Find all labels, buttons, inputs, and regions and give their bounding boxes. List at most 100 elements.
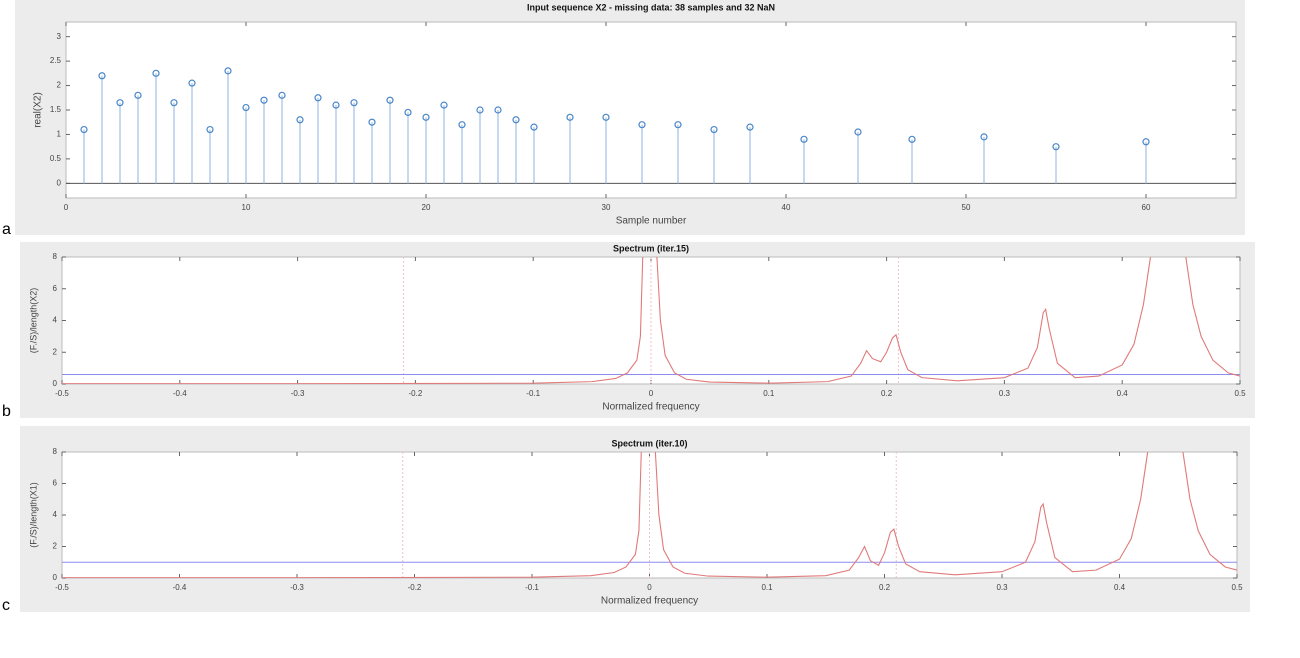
stem-marker — [674, 121, 682, 129]
stem-marker — [566, 113, 574, 121]
plot-area — [65, 21, 1237, 199]
x-tick-label: 0.3 — [996, 583, 1008, 592]
x-tick-label: 0 — [649, 389, 654, 398]
stem-marker — [602, 113, 610, 121]
stem-marker — [332, 101, 340, 109]
x-tick-label: -0.3 — [291, 389, 305, 398]
plot-content — [62, 257, 1240, 384]
stem-marker — [854, 128, 862, 136]
stem-marker — [314, 94, 322, 102]
x-tick-label: 0.1 — [763, 389, 775, 398]
subplot: a Input sequence X2 - missing data: 38 sa… — [2, 0, 1245, 238]
stem-marker — [530, 123, 538, 131]
stem-marker — [296, 116, 304, 124]
y-tick-label: 2.5 — [50, 56, 62, 65]
stem-marker — [440, 101, 448, 109]
y-tick-label: 2 — [53, 347, 58, 356]
stem-marker — [1052, 143, 1060, 151]
x-tick-label: -0.2 — [408, 583, 422, 592]
spectrum-line — [62, 257, 1240, 384]
stem-marker — [350, 99, 358, 107]
x-tick-label: -0.4 — [173, 389, 187, 398]
y-tick-label: 2 — [57, 81, 62, 90]
x-tick-label: 0.1 — [761, 583, 773, 592]
stem-marker — [494, 106, 502, 114]
x-axis-label: Sample number — [616, 216, 687, 227]
spectrum-line — [62, 452, 1237, 578]
stem-marker — [116, 99, 124, 107]
stem-marker — [476, 106, 484, 114]
y-tick-label: 0 — [53, 573, 58, 582]
x-tick-label: 0 — [647, 583, 652, 592]
panel-label: b — [2, 403, 11, 420]
stem-marker — [386, 96, 394, 104]
y-tick-label: 1.5 — [50, 105, 62, 114]
stem-marker — [458, 121, 466, 129]
stem-marker — [710, 125, 718, 134]
stem-marker — [404, 108, 412, 117]
stem-marker — [908, 135, 916, 143]
x-tick-label: 0.5 — [1234, 389, 1246, 398]
stem-marker — [260, 96, 268, 104]
x-tick-label: -0.2 — [409, 389, 423, 398]
y-tick-label: 2 — [53, 542, 58, 551]
x-axis-label: Normalized frequency — [602, 402, 699, 413]
x-tick-label: 0.5 — [1231, 583, 1243, 592]
x-tick-label: 10 — [242, 203, 251, 212]
stem-marker — [152, 69, 160, 77]
panel-label: c — [2, 597, 10, 614]
subplot: c Spectrum (iter.10) Normalized frequency (… — [2, 426, 1250, 614]
chart-title: Input sequence X2 - missing data: 38 sam… — [527, 2, 775, 12]
stem-marker — [80, 125, 88, 134]
x-tick-label: -0.1 — [526, 389, 540, 398]
y-tick-label: 0 — [57, 178, 62, 187]
x-tick-label: -0.3 — [290, 583, 304, 592]
x-tick-label: 0.2 — [879, 583, 891, 592]
stem-marker — [134, 91, 142, 99]
x-tick-label: -0.1 — [525, 583, 539, 592]
stem-marker — [980, 133, 988, 141]
x-tick-label: 0.2 — [881, 389, 893, 398]
x-tick-label: 60 — [1142, 203, 1151, 212]
x-tick-label: 0.4 — [1114, 583, 1126, 592]
chart-title: Spectrum (iter.10) — [611, 438, 687, 448]
x-tick-label: -0.5 — [55, 583, 69, 592]
chart-title: Spectrum (iter.15) — [613, 243, 689, 253]
x-axis-label: Normalized frequency — [601, 596, 698, 607]
x-tick-label: 20 — [422, 203, 431, 212]
stem-marker — [224, 67, 232, 75]
y-tick-label: 4 — [53, 510, 58, 519]
stem-marker — [278, 91, 286, 99]
y-tick-label: 0.5 — [50, 154, 62, 163]
plot-area — [61, 256, 1241, 385]
x-tick-label: 50 — [962, 203, 971, 212]
y-axis-label: (F./S)/length(X2) — [28, 288, 38, 354]
panel-label: a — [2, 221, 11, 238]
y-tick-label: 1 — [57, 130, 62, 139]
x-tick-label: -0.5 — [55, 389, 69, 398]
stem-marker — [368, 118, 376, 126]
plot-content — [62, 452, 1237, 578]
stem-marker — [98, 72, 106, 80]
stem-marker — [638, 121, 646, 129]
y-axis-label: (F./S)/length(X1) — [28, 482, 38, 548]
x-tick-label: 0.3 — [999, 389, 1011, 398]
x-tick-label: 40 — [782, 203, 791, 212]
stem-marker — [422, 113, 430, 121]
stem-marker — [512, 116, 520, 124]
stem-marker — [170, 99, 178, 107]
x-tick-label: 0 — [64, 203, 69, 212]
y-axis-label: real(X2) — [33, 92, 44, 128]
y-tick-label: 6 — [53, 479, 58, 488]
subplot: b Spectrum (iter.15) Normalized frequency (… — [2, 242, 1255, 420]
plot-area — [61, 451, 1238, 579]
x-tick-label: 30 — [602, 203, 611, 212]
y-tick-label: 4 — [53, 316, 58, 325]
stem-marker — [746, 123, 754, 131]
y-tick-label: 0 — [53, 379, 58, 388]
y-tick-label: 3 — [57, 32, 62, 41]
stem-marker — [800, 135, 808, 143]
x-tick-label: 0.4 — [1117, 389, 1129, 398]
stem-marker — [188, 79, 196, 87]
